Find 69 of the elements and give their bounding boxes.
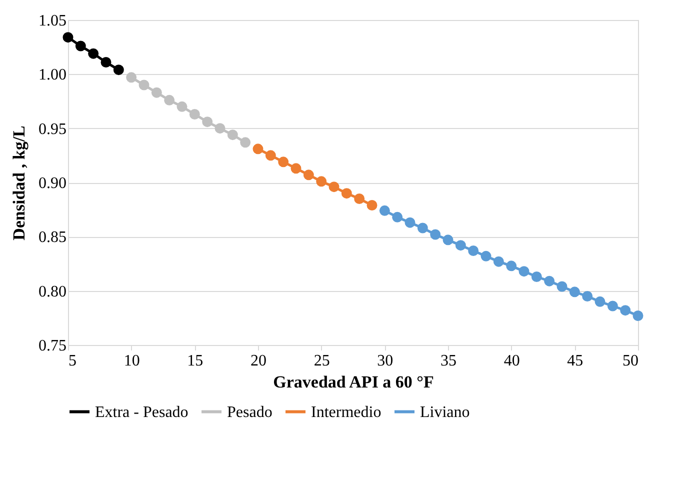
- y-tick-label: 0.85: [38, 229, 66, 246]
- x-tick-label: 35: [440, 352, 456, 370]
- y-tick-label: 1.00: [38, 66, 66, 84]
- y-tick-label: 0.90: [38, 175, 66, 192]
- x-tick-label: 45: [567, 352, 584, 370]
- x-tick-label: 10: [124, 352, 140, 370]
- legend-label: Liviano: [420, 404, 470, 421]
- point: [493, 256, 504, 267]
- point: [417, 222, 428, 234]
- point: [518, 266, 530, 277]
- x-tick-label: 50: [622, 352, 638, 370]
- point: [455, 240, 466, 251]
- point: [278, 156, 289, 168]
- point: [379, 205, 390, 216]
- point: [164, 94, 175, 106]
- point: [341, 188, 352, 199]
- point: [214, 123, 226, 134]
- point: [62, 32, 74, 43]
- point: [366, 200, 378, 210]
- x-tick-label: 5: [68, 352, 76, 370]
- x-tick-label: 25: [314, 352, 330, 370]
- point: [138, 80, 150, 90]
- point: [607, 300, 618, 312]
- x-tick-label: 30: [377, 352, 394, 370]
- point: [240, 137, 251, 148]
- point: [392, 212, 403, 222]
- point: [88, 48, 99, 59]
- legend-label: Extra - Pesado: [95, 404, 188, 421]
- point: [544, 276, 555, 286]
- point: [202, 116, 213, 128]
- y-tick-label: 0.80: [38, 283, 66, 300]
- point: [189, 109, 200, 120]
- y-tick-label: 0.95: [38, 120, 66, 138]
- point: [531, 272, 542, 282]
- point: [620, 305, 631, 316]
- point: [468, 246, 479, 256]
- point: [556, 281, 568, 292]
- y-tick-label: 0.75: [38, 338, 66, 354]
- point: [582, 291, 593, 302]
- legend-label: Intermedio: [311, 404, 382, 421]
- point: [151, 87, 162, 98]
- point: [265, 150, 276, 161]
- point: [100, 57, 112, 68]
- point: [430, 229, 441, 240]
- point: [290, 163, 302, 174]
- point: [75, 40, 86, 52]
- x-tick-label: 15: [187, 352, 204, 370]
- point: [316, 176, 327, 187]
- point: [404, 217, 416, 228]
- point: [506, 260, 517, 272]
- point: [632, 310, 644, 321]
- point: [176, 101, 188, 112]
- point: [480, 250, 492, 262]
- point: [569, 286, 580, 298]
- point: [303, 170, 314, 180]
- point: [594, 296, 606, 307]
- point: [113, 64, 124, 76]
- point: [442, 234, 454, 246]
- point: [126, 72, 137, 83]
- point: [227, 130, 238, 140]
- x-axis-title: Gravedad API a 60 °F: [273, 372, 434, 392]
- x-tick-label: 20: [250, 352, 266, 370]
- y-tick-label: 1.05: [38, 12, 66, 30]
- point: [354, 194, 365, 204]
- point: [328, 182, 340, 192]
- point: [252, 144, 264, 154]
- x-tick-label: 40: [504, 352, 520, 370]
- y-axis-title: Densidad , kg/L: [10, 126, 28, 240]
- legend-label: Pesado: [227, 404, 272, 421]
